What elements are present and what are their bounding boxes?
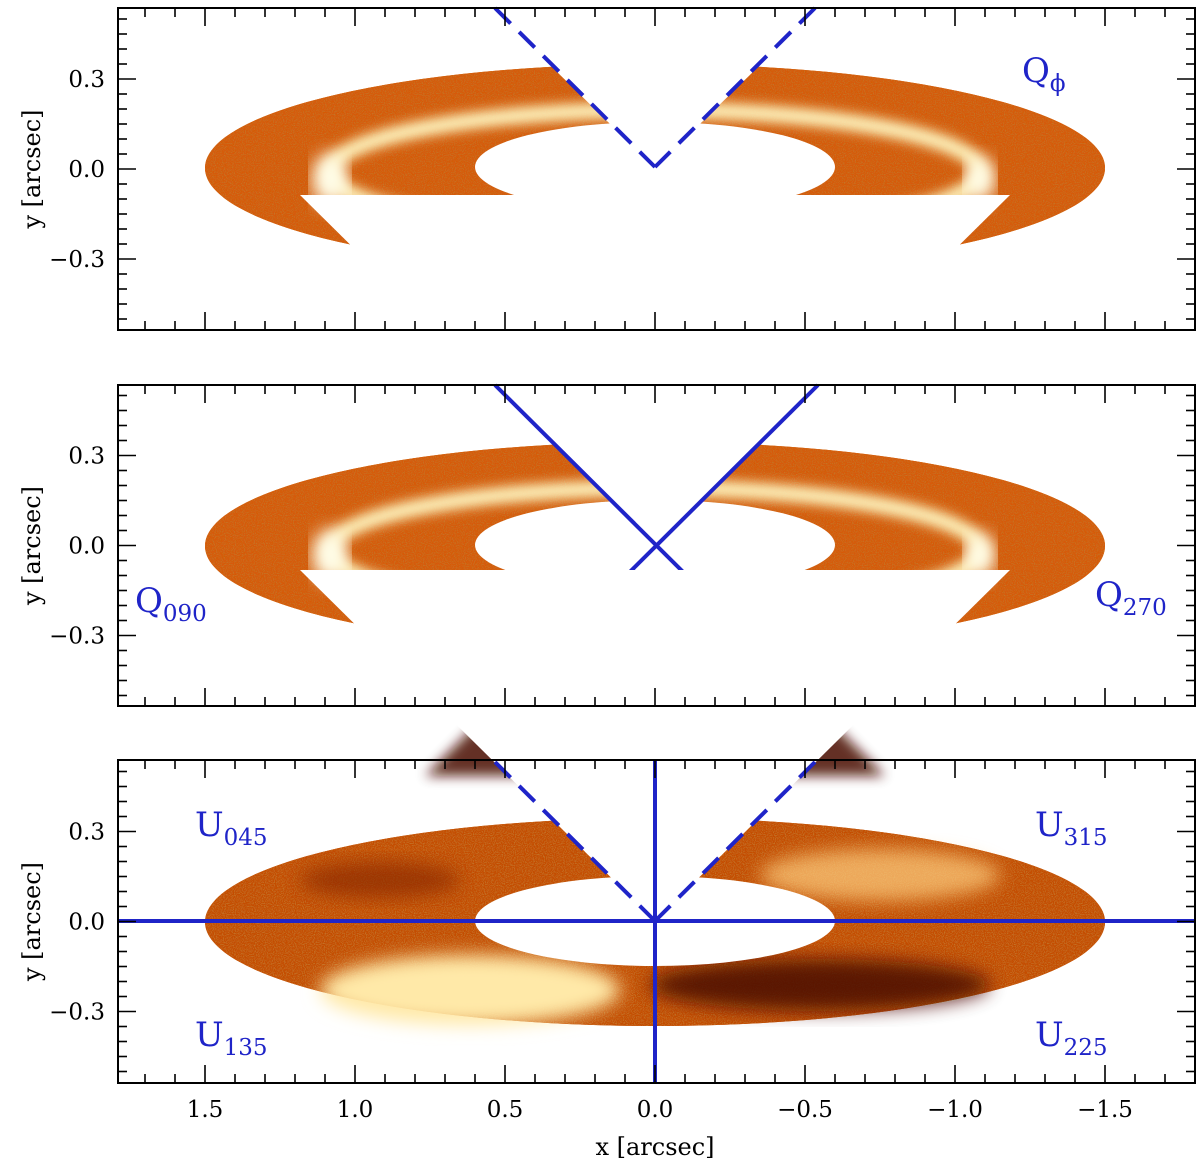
y-tick-label: 0.0 bbox=[68, 157, 105, 183]
y-tick-label: −0.3 bbox=[49, 624, 105, 650]
label-u-135: U135 bbox=[195, 1015, 268, 1061]
y-axis-label: y [arcsec] bbox=[18, 109, 46, 229]
x-tick-label: −1.0 bbox=[927, 1097, 983, 1123]
y-tick-label: 0.3 bbox=[68, 820, 105, 846]
dashed-line-right bbox=[653, 6, 817, 169]
y-tick-label: 0.0 bbox=[68, 910, 105, 936]
y-tick-label: −0.3 bbox=[49, 1000, 105, 1026]
label-q-phi: Qϕ bbox=[1022, 51, 1066, 97]
y-tick-label: 0.0 bbox=[68, 534, 105, 560]
x-tick-label: −1.5 bbox=[1077, 1097, 1133, 1123]
dashed-line-left bbox=[493, 760, 657, 923]
x-tick-label: 1.5 bbox=[187, 1097, 224, 1123]
panel-axes-1: 0.3 0.0 −0.3y [arcsec] bbox=[18, 7, 1196, 331]
x-axis-label: x [arcsec] bbox=[595, 1133, 714, 1161]
y-axis-label: y [arcsec] bbox=[18, 486, 46, 606]
y-tick-label: 0.3 bbox=[68, 444, 105, 470]
label-q-270: Q270 bbox=[1095, 575, 1167, 621]
y-axis-label: y [arcsec] bbox=[18, 862, 46, 982]
panel-axes-3: 0.3 0.0 −0.3y [arcsec] bbox=[18, 759, 1196, 1084]
label-u-315: U315 bbox=[1035, 805, 1108, 851]
y-tick-label: −0.3 bbox=[49, 247, 105, 273]
y-tick-label: 0.3 bbox=[68, 67, 105, 93]
x-tick-label: 1.0 bbox=[337, 1097, 374, 1123]
dashed-line-right bbox=[653, 760, 817, 923]
label-u-045: U045 bbox=[195, 805, 268, 851]
x-tick-label: 0.5 bbox=[487, 1097, 524, 1123]
x-tick-label: −0.5 bbox=[777, 1097, 833, 1123]
panel-axes-2: 0.3 0.0 −0.3y [arcsec] bbox=[18, 384, 1196, 707]
x-tick-label: 0.0 bbox=[637, 1097, 674, 1123]
panel-u-components: U045 U315 U135 U225 bbox=[118, 570, 1195, 1083]
axes: 0.30.0−0.3y [arcsec]0.30.0−0.3y [arcsec]… bbox=[18, 7, 1196, 1161]
label-q-090: Q090 bbox=[135, 581, 207, 627]
dashed-line-left bbox=[493, 6, 657, 169]
label-u-225: U225 bbox=[1035, 1015, 1108, 1061]
